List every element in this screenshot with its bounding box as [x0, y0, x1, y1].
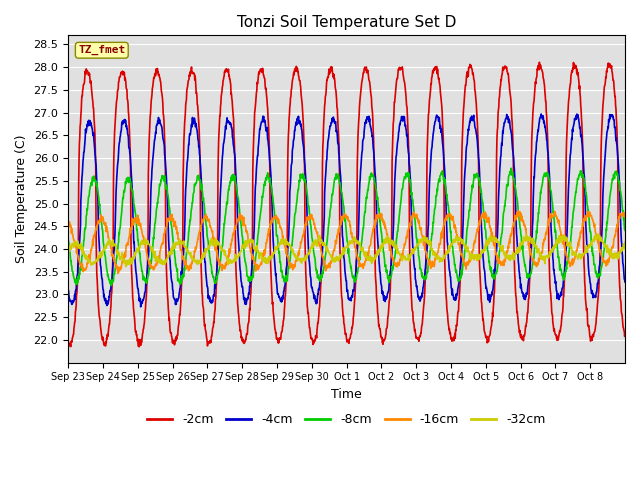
-32cm: [614, 252, 622, 258]
-32cm: [122, 264, 130, 269]
-2cm: [536, 60, 543, 65]
-16cm: [614, 217, 622, 223]
-8cm: [478, 197, 486, 203]
-16cm: [560, 241, 568, 247]
-32cm: [595, 231, 602, 237]
-8cm: [64, 235, 72, 241]
-2cm: [332, 93, 340, 98]
-4cm: [538, 111, 545, 117]
-32cm: [621, 239, 629, 245]
-2cm: [67, 344, 74, 349]
-2cm: [64, 336, 72, 341]
-4cm: [621, 279, 629, 285]
-4cm: [332, 129, 340, 134]
-16cm: [114, 271, 122, 276]
Title: Tonzi Soil Temperature Set D: Tonzi Soil Temperature Set D: [237, 15, 456, 30]
-8cm: [332, 171, 340, 177]
Line: -16cm: -16cm: [68, 211, 625, 274]
-8cm: [108, 283, 115, 288]
-8cm: [152, 216, 159, 222]
-16cm: [478, 211, 486, 217]
-16cm: [514, 208, 522, 214]
-2cm: [152, 73, 159, 79]
-2cm: [322, 93, 330, 98]
-2cm: [478, 308, 486, 313]
Line: -32cm: -32cm: [68, 234, 625, 266]
Y-axis label: Soil Temperature (C): Soil Temperature (C): [15, 135, 28, 263]
-4cm: [64, 287, 72, 293]
-4cm: [137, 304, 145, 310]
-2cm: [621, 330, 629, 336]
-2cm: [614, 252, 622, 257]
-8cm: [614, 179, 622, 185]
-8cm: [508, 165, 515, 171]
Legend: -2cm, -4cm, -8cm, -16cm, -32cm: -2cm, -4cm, -8cm, -16cm, -32cm: [142, 408, 551, 431]
-4cm: [614, 163, 622, 168]
Line: -4cm: -4cm: [68, 114, 625, 307]
-2cm: [560, 284, 568, 289]
-32cm: [332, 257, 340, 263]
-4cm: [478, 234, 486, 240]
Line: -2cm: -2cm: [68, 62, 625, 347]
-16cm: [64, 219, 72, 225]
Line: -8cm: -8cm: [68, 168, 625, 286]
-4cm: [322, 171, 330, 177]
-8cm: [560, 276, 568, 282]
-8cm: [322, 252, 330, 257]
-16cm: [152, 261, 159, 267]
-16cm: [322, 268, 330, 274]
Text: TZ_fmet: TZ_fmet: [78, 45, 125, 55]
-32cm: [478, 251, 486, 256]
-32cm: [560, 235, 568, 240]
-16cm: [621, 212, 629, 217]
X-axis label: Time: Time: [332, 388, 362, 401]
-8cm: [621, 228, 629, 233]
-4cm: [560, 272, 568, 277]
-16cm: [332, 240, 340, 246]
-4cm: [152, 129, 159, 135]
-32cm: [152, 258, 159, 264]
-32cm: [322, 243, 330, 249]
-32cm: [64, 246, 72, 252]
